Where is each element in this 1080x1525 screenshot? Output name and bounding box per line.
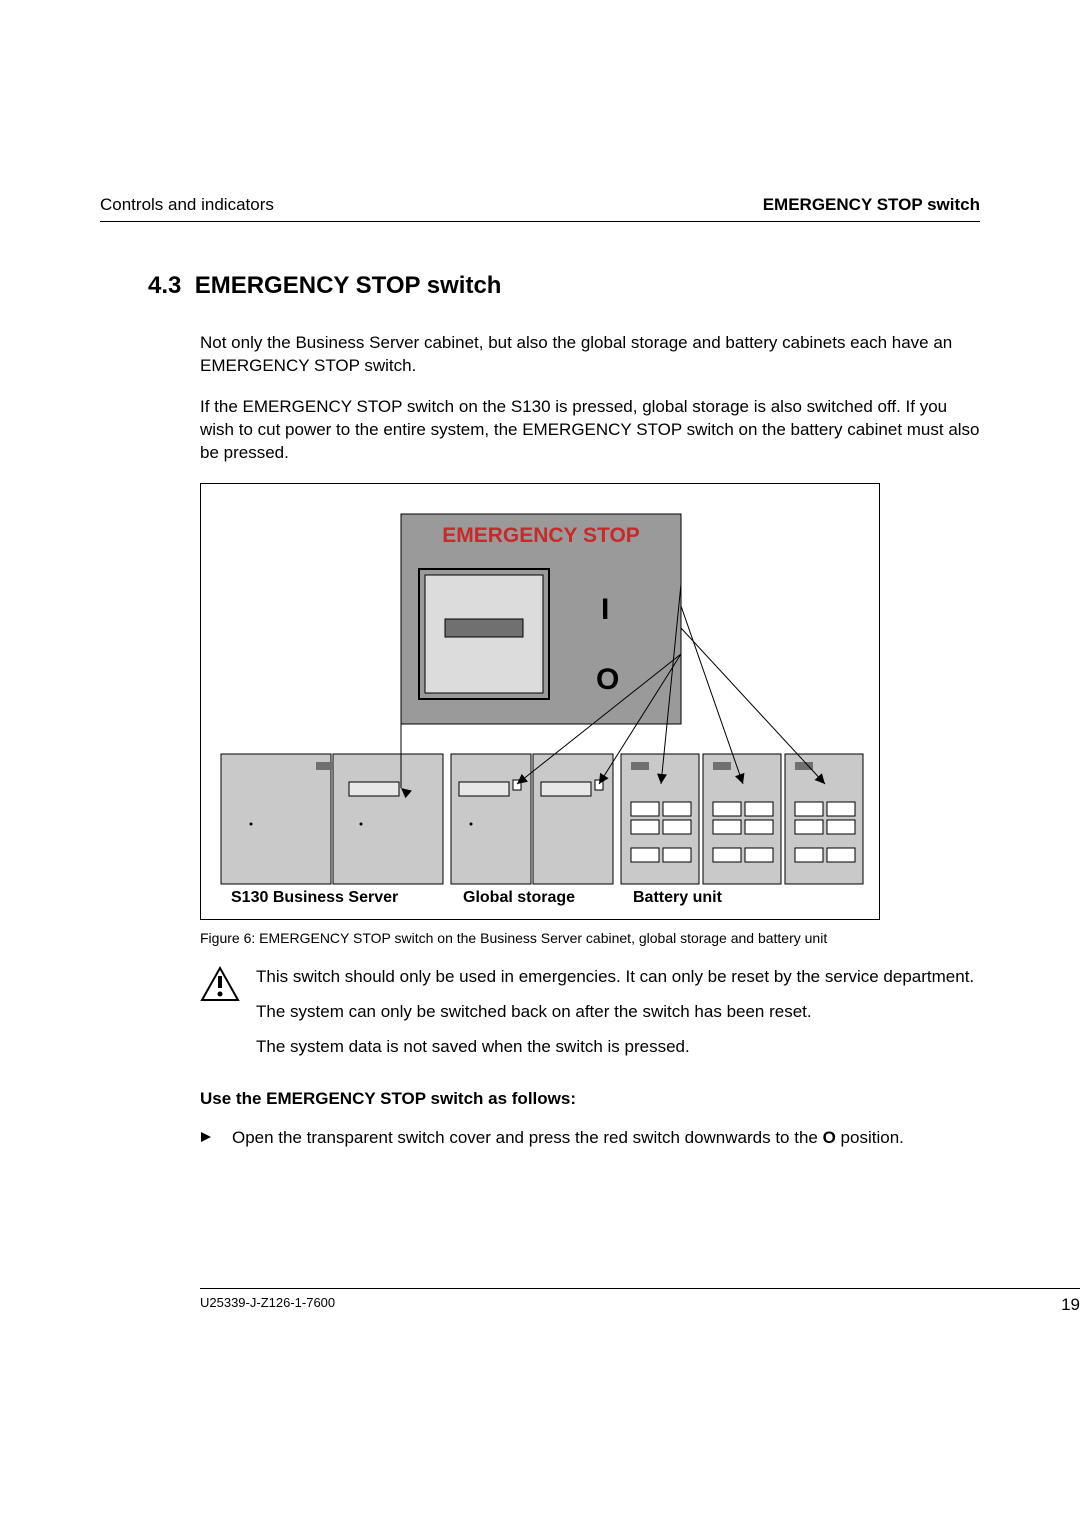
figure-svg: EMERGENCY STOP I O S130 Business Server Glob…	[201, 484, 879, 914]
warning-p3: The system data is not saved when the sw…	[256, 1036, 974, 1059]
instruction-text: Open the transparent switch cover and pr…	[232, 1127, 904, 1150]
svg-text:O: O	[596, 663, 619, 696]
instructions-heading: Use the EMERGENCY STOP switch as follows…	[200, 1089, 980, 1109]
warning-p2: The system can only be switched back on …	[256, 1001, 974, 1024]
svg-text:S130 Business Server: S130 Business Server	[231, 889, 398, 906]
warning-block: This switch should only be used in emerg…	[200, 966, 980, 1071]
footer-doc-id: U25339-J-Z126-1-7600	[200, 1295, 335, 1315]
paragraph-2: If the EMERGENCY STOP switch on the S130…	[200, 396, 980, 465]
page-footer: U25339-J-Z126-1-7600 19	[200, 1288, 1080, 1315]
svg-text:Battery unit: Battery unit	[633, 889, 723, 906]
section-title: EMERGENCY STOP switch	[195, 272, 502, 299]
page-content: Controls and indicators EMERGENCY STOP s…	[100, 195, 980, 1149]
header-right: EMERGENCY STOP switch	[763, 195, 980, 215]
figure: EMERGENCY STOP I O S130 Business Server Glob…	[200, 483, 880, 920]
section-heading: 4.3 EMERGENCY STOP switch	[148, 272, 980, 300]
svg-text:EMERGENCY STOP: EMERGENCY STOP	[442, 524, 640, 547]
figure-caption: Figure 6: EMERGENCY STOP switch on the B…	[200, 930, 980, 946]
warning-icon	[200, 966, 240, 1071]
paragraph-1: Not only the Business Server cabinet, bu…	[200, 332, 980, 378]
instruction-item: Open the transparent switch cover and pr…	[200, 1127, 980, 1150]
svg-text:Global storage: Global storage	[463, 889, 575, 906]
header-left: Controls and indicators	[100, 195, 274, 215]
footer-page-number: 19	[1061, 1295, 1080, 1315]
bullet-icon	[200, 1127, 214, 1150]
section-number: 4.3	[148, 272, 181, 299]
warning-p1: This switch should only be used in emerg…	[256, 966, 974, 989]
running-header: Controls and indicators EMERGENCY STOP s…	[100, 195, 980, 222]
warning-text: This switch should only be used in emerg…	[256, 966, 974, 1071]
svg-text:I: I	[601, 593, 609, 626]
